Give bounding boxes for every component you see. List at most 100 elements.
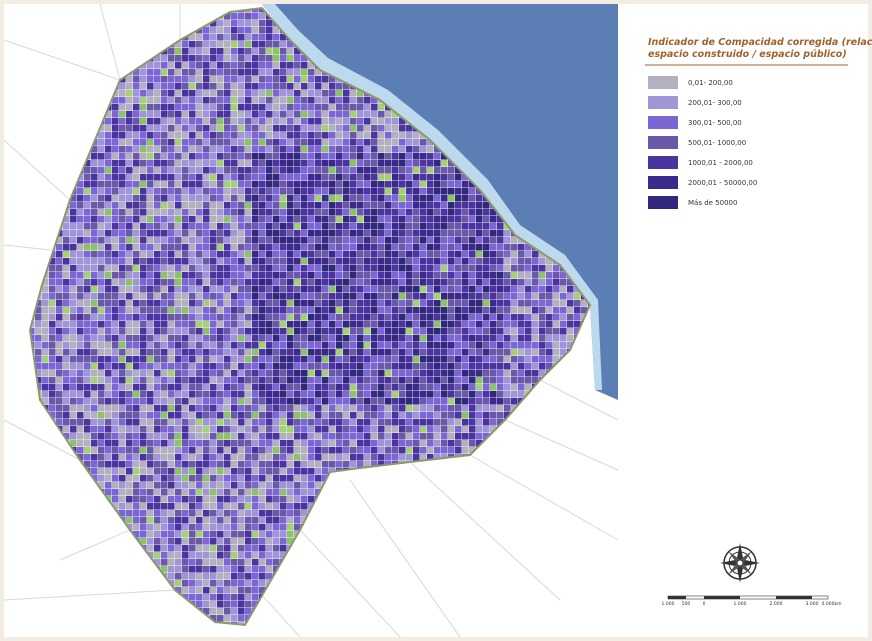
block (315, 398, 322, 405)
block (287, 405, 294, 412)
block (140, 76, 147, 83)
block (70, 370, 77, 377)
block (259, 244, 266, 251)
block (70, 384, 77, 391)
block (315, 251, 322, 258)
block (441, 181, 448, 188)
block (448, 328, 455, 335)
block (322, 349, 329, 356)
block (63, 398, 70, 405)
block (203, 48, 210, 55)
block (63, 279, 70, 286)
block (294, 104, 301, 111)
block (455, 202, 462, 209)
block (182, 216, 189, 223)
block (231, 251, 238, 258)
block (434, 272, 441, 279)
block (294, 174, 301, 181)
block (70, 377, 77, 384)
block (98, 293, 105, 300)
block (77, 412, 84, 419)
block (224, 13, 231, 20)
block (364, 328, 371, 335)
block (182, 55, 189, 62)
block (532, 314, 539, 321)
block (343, 244, 350, 251)
block (476, 328, 483, 335)
block (378, 342, 385, 349)
block (203, 405, 210, 412)
block (483, 370, 490, 377)
block (301, 286, 308, 293)
block (483, 244, 490, 251)
block (203, 363, 210, 370)
block (378, 118, 385, 125)
block (245, 272, 252, 279)
block (315, 125, 322, 132)
block (413, 265, 420, 272)
block (357, 335, 364, 342)
block (154, 118, 161, 125)
block (147, 335, 154, 342)
block (154, 307, 161, 314)
block (525, 279, 532, 286)
block (42, 384, 49, 391)
block (280, 160, 287, 167)
block (371, 223, 378, 230)
block (406, 195, 413, 202)
block (329, 363, 336, 370)
block (448, 349, 455, 356)
block (448, 293, 455, 300)
block (266, 146, 273, 153)
block (385, 391, 392, 398)
block (63, 230, 70, 237)
block (462, 230, 469, 237)
block (105, 300, 112, 307)
block (245, 293, 252, 300)
block (378, 279, 385, 286)
block (140, 286, 147, 293)
block (476, 335, 483, 342)
block (357, 258, 364, 265)
block (532, 307, 539, 314)
block (476, 223, 483, 230)
block (259, 328, 266, 335)
block (294, 195, 301, 202)
block (441, 265, 448, 272)
block (161, 111, 168, 118)
block (441, 426, 448, 433)
block (147, 286, 154, 293)
block (280, 62, 287, 69)
block (469, 391, 476, 398)
block (98, 342, 105, 349)
block (308, 412, 315, 419)
block (553, 272, 560, 279)
block (133, 398, 140, 405)
block (147, 160, 154, 167)
block (161, 69, 168, 76)
block (252, 181, 259, 188)
block (203, 139, 210, 146)
block (406, 419, 413, 426)
block (350, 202, 357, 209)
block (385, 377, 392, 384)
block (56, 244, 63, 251)
block (392, 251, 399, 258)
block (315, 391, 322, 398)
block (196, 181, 203, 188)
block (238, 321, 245, 328)
block (168, 118, 175, 125)
block (189, 125, 196, 132)
block (231, 76, 238, 83)
block (427, 265, 434, 272)
block (133, 76, 140, 83)
block (231, 209, 238, 216)
block (322, 223, 329, 230)
block (413, 370, 420, 377)
block (434, 167, 441, 174)
block (126, 279, 133, 286)
block (378, 363, 385, 370)
block (413, 146, 420, 153)
block (392, 328, 399, 335)
